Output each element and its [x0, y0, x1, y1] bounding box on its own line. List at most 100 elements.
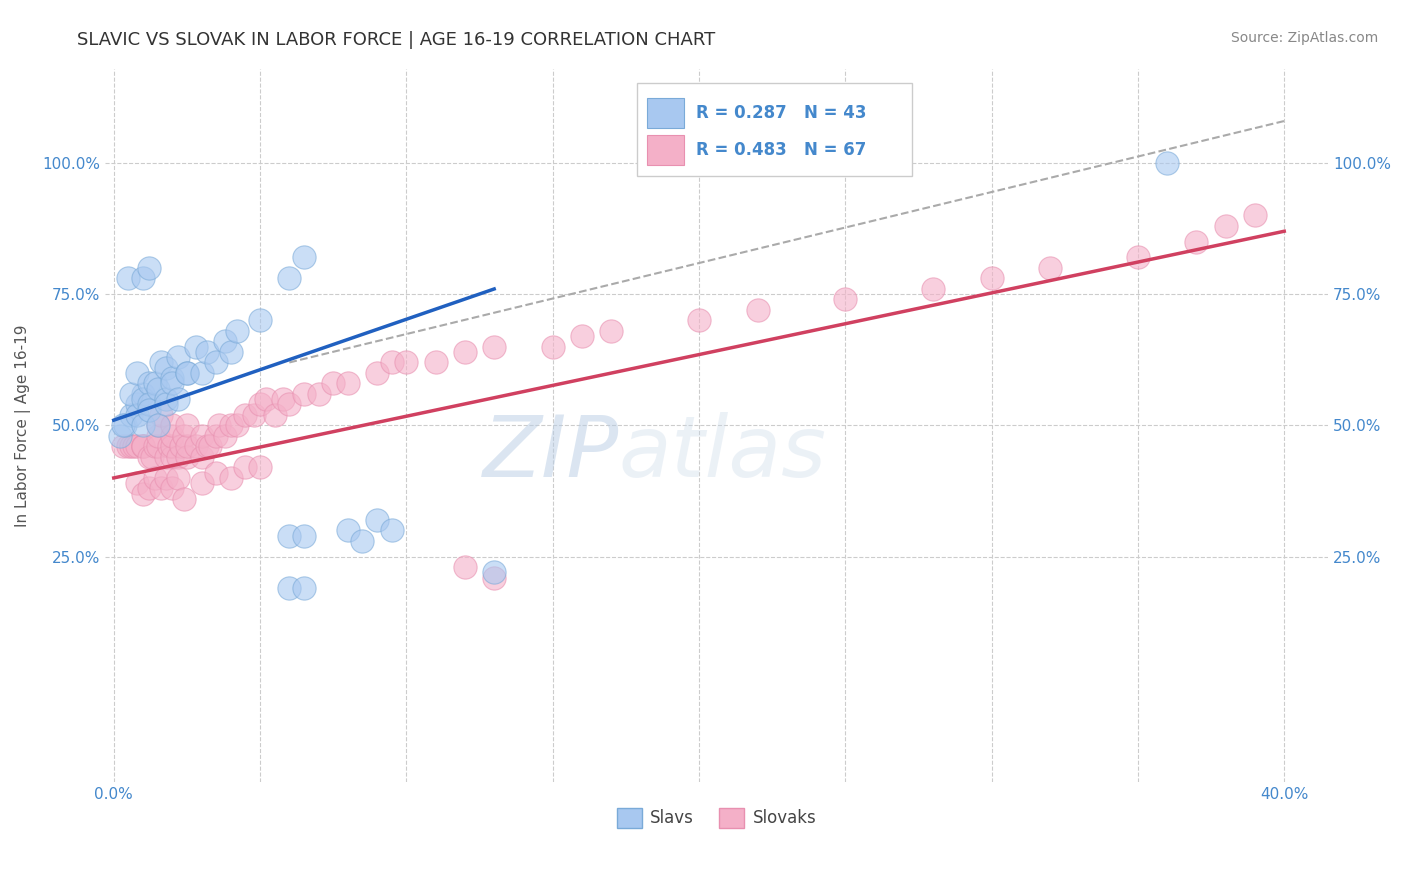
Point	[190, 476, 212, 491]
Point	[208, 418, 231, 433]
Point	[235, 460, 257, 475]
Point	[176, 366, 198, 380]
Point	[381, 524, 404, 538]
Bar	[647, 135, 683, 165]
Point	[167, 471, 190, 485]
Point	[1215, 219, 1237, 233]
Text: atlas: atlas	[619, 412, 827, 495]
Point	[571, 329, 593, 343]
Point	[292, 251, 315, 265]
Point	[219, 345, 242, 359]
Point	[688, 313, 710, 327]
Point	[138, 260, 160, 275]
Point	[117, 439, 139, 453]
Point	[235, 408, 257, 422]
Point	[162, 376, 184, 391]
Point	[922, 282, 945, 296]
Point	[108, 429, 131, 443]
Point	[980, 271, 1002, 285]
Point	[1126, 251, 1149, 265]
Point	[308, 387, 330, 401]
Point	[190, 450, 212, 464]
Point	[336, 376, 359, 391]
Point	[162, 429, 184, 443]
Point	[149, 408, 172, 422]
Point	[127, 439, 149, 453]
Point	[219, 418, 242, 433]
Point	[366, 366, 388, 380]
Y-axis label: In Labor Force | Age 16-19: In Labor Force | Age 16-19	[15, 324, 31, 526]
Point	[454, 345, 477, 359]
Point	[249, 313, 271, 327]
Point	[132, 418, 155, 433]
Point	[219, 471, 242, 485]
Point	[205, 466, 228, 480]
Point	[162, 439, 184, 453]
Point	[146, 418, 169, 433]
Point	[225, 418, 247, 433]
Point	[173, 491, 195, 506]
Point	[292, 529, 315, 543]
Point	[132, 271, 155, 285]
Point	[167, 392, 190, 407]
Point	[254, 392, 277, 407]
Point	[747, 302, 769, 317]
Point	[149, 482, 172, 496]
Point	[1156, 156, 1178, 170]
Point	[127, 397, 149, 411]
Point	[482, 340, 505, 354]
Point	[162, 450, 184, 464]
Point	[120, 439, 142, 453]
Point	[120, 408, 142, 422]
Point	[120, 387, 142, 401]
Point	[278, 529, 301, 543]
Point	[167, 350, 190, 364]
Text: SLAVIC VS SLOVAK IN LABOR FORCE | AGE 16-19 CORRELATION CHART: SLAVIC VS SLOVAK IN LABOR FORCE | AGE 16…	[77, 31, 716, 49]
Point	[111, 418, 134, 433]
Point	[322, 376, 344, 391]
Point	[278, 397, 301, 411]
Point	[176, 439, 198, 453]
Point	[263, 408, 285, 422]
Point	[366, 513, 388, 527]
Bar	[647, 98, 683, 128]
Point	[138, 376, 160, 391]
Point	[1039, 260, 1062, 275]
Point	[482, 566, 505, 580]
Point	[167, 450, 190, 464]
Text: R = 0.483   N = 67: R = 0.483 N = 67	[696, 141, 866, 159]
Point	[205, 355, 228, 369]
Point	[834, 293, 856, 307]
Point	[122, 439, 145, 453]
Point	[454, 560, 477, 574]
Point	[482, 571, 505, 585]
Point	[132, 387, 155, 401]
Point	[336, 524, 359, 538]
Point	[184, 340, 207, 354]
Point	[162, 371, 184, 385]
Point	[278, 581, 301, 595]
Point	[143, 376, 166, 391]
Point	[292, 581, 315, 595]
Point	[214, 429, 236, 443]
Point	[381, 355, 404, 369]
Point	[184, 439, 207, 453]
Point	[176, 366, 198, 380]
Point	[143, 439, 166, 453]
Point	[127, 476, 149, 491]
Point	[132, 486, 155, 500]
Text: R = 0.287   N = 43: R = 0.287 N = 43	[696, 103, 866, 122]
Point	[155, 471, 177, 485]
Point	[138, 402, 160, 417]
Text: ZIP: ZIP	[482, 412, 619, 495]
Point	[127, 408, 149, 422]
Point	[132, 439, 155, 453]
Point	[541, 340, 564, 354]
Point	[243, 408, 266, 422]
Point	[249, 397, 271, 411]
Point	[170, 439, 193, 453]
Point	[127, 366, 149, 380]
Point	[132, 439, 155, 453]
Point	[162, 482, 184, 496]
Point	[425, 355, 447, 369]
